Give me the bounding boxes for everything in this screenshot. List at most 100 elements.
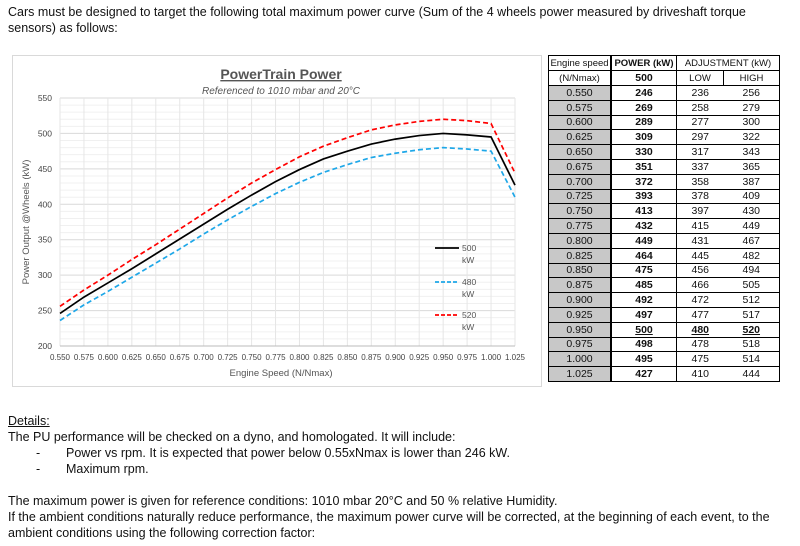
high-cell: 467	[723, 233, 780, 249]
x-tick-label: 0.950	[433, 353, 454, 362]
high-cell: 322	[723, 129, 780, 146]
speed-cell: 0.875	[548, 277, 612, 294]
table-row: 0.675 351 337 365	[548, 159, 780, 175]
power-cell: 351	[611, 159, 677, 175]
y-tick-label: 450	[38, 164, 52, 174]
table-row: 0.900 492 472 512	[548, 292, 780, 308]
speed-cell: 0.625	[548, 129, 612, 146]
speed-cell: 1.000	[548, 351, 612, 368]
table-row: 0.600 289 277 300	[548, 115, 780, 131]
high-cell: 514	[723, 351, 780, 368]
power-cell: 372	[611, 174, 677, 190]
header-high: HIGH	[723, 70, 780, 86]
list-item: Power vs rpm. It is expected that power …	[36, 445, 793, 461]
speed-cell: 0.575	[548, 100, 612, 116]
high-cell: 449	[723, 218, 780, 234]
header-speed: Engine speed	[548, 55, 612, 71]
speed-cell: 0.950	[548, 322, 612, 338]
list-item: Maximum rpm.	[36, 461, 793, 477]
power-chart: 0.550 0.575 0.600 0.625 0.650 0.675 0.700 0.725…	[12, 55, 542, 387]
power-cell: 464	[611, 248, 677, 264]
speed-cell: 0.825	[548, 248, 612, 264]
low-cell: 415	[676, 218, 724, 234]
speed-cell: 0.675	[548, 159, 612, 175]
low-cell: 258	[676, 100, 724, 116]
header-speed-unit: (N/Nmax)	[548, 70, 612, 86]
power-cell: 432	[611, 218, 677, 234]
details-line: The PU performance will be checked on a …	[8, 430, 456, 444]
y-tick-label: 200	[38, 341, 52, 351]
high-cell: 505	[723, 277, 780, 294]
high-cell: 512	[723, 292, 780, 308]
y-tick-label: 550	[38, 93, 52, 103]
table-row: 0.725 393 378 409	[548, 189, 780, 205]
high-cell: 444	[723, 366, 780, 382]
y-tick-label: 500	[38, 128, 52, 138]
x-tick-label: 0.675	[170, 353, 191, 362]
power-cell: 246	[611, 85, 677, 101]
details-section: Details: The PU performance will be chec…	[8, 413, 793, 541]
power-cell: 495	[611, 351, 677, 368]
power-cell: 497	[611, 307, 677, 323]
power-cell: 427	[611, 366, 677, 382]
series-line-480-kw	[59, 146, 516, 322]
x-tick-label: 0.700	[194, 353, 215, 362]
table-row: 0.775 432 415 449	[548, 218, 780, 234]
high-cell: 520	[723, 322, 780, 338]
table-row: 0.825 464 445 482	[548, 248, 780, 264]
y-tick-label: 300	[38, 270, 52, 280]
speed-cell: 0.975	[548, 337, 612, 353]
y-tick-label: 400	[38, 199, 52, 209]
speed-cell: 0.775	[548, 218, 612, 234]
high-cell: 518	[723, 337, 780, 353]
series-line-520-kw	[59, 118, 516, 308]
x-tick-label: 0.975	[457, 353, 478, 362]
high-cell: 430	[723, 203, 780, 220]
x-tick-label: 0.925	[409, 353, 430, 362]
table-row: 0.550 246 236 256	[548, 85, 780, 101]
speed-cell: 0.600	[548, 115, 612, 131]
low-cell: 445	[676, 248, 724, 264]
table-row: 0.850 475 456 494	[548, 263, 780, 279]
low-cell: 277	[676, 115, 724, 131]
speed-cell: 1.025	[548, 366, 612, 382]
x-tick-label: 0.850	[337, 353, 358, 362]
high-cell: 494	[723, 263, 780, 279]
y-tick-label: 250	[38, 306, 52, 316]
power-cell: 492	[611, 292, 677, 308]
table-row: 1.025 427 410 444	[548, 366, 780, 382]
low-cell: 337	[676, 159, 724, 175]
x-tick-label: 0.825	[313, 353, 334, 362]
x-tick-label: 0.550	[50, 353, 71, 362]
speed-cell: 0.925	[548, 307, 612, 323]
y-tick-label: 350	[38, 235, 52, 245]
x-tick-label: 1.000	[481, 353, 502, 362]
power-cell: 269	[611, 100, 677, 116]
header-low: LOW	[676, 70, 724, 86]
high-cell: 482	[723, 248, 780, 264]
speed-cell: 0.700	[548, 174, 612, 190]
power-cell: 485	[611, 277, 677, 294]
series-line-500-kw	[59, 132, 516, 315]
low-cell: 397	[676, 203, 724, 220]
low-cell: 431	[676, 233, 724, 249]
header-adjustment: ADJUSTMENT (kW)	[676, 55, 780, 71]
high-cell: 256	[723, 85, 780, 101]
table-row: 0.975 498 478 518	[548, 337, 780, 353]
power-cell: 413	[611, 203, 677, 220]
low-cell: 477	[676, 307, 724, 323]
table-row: 1.000 495 475 514	[548, 351, 780, 368]
low-cell: 358	[676, 174, 724, 190]
high-cell: 343	[723, 144, 780, 160]
low-cell: 472	[676, 292, 724, 308]
speed-cell: 0.750	[548, 203, 612, 220]
x-tick-label: 0.575	[74, 353, 95, 362]
speed-cell: 0.725	[548, 189, 612, 205]
high-cell: 279	[723, 100, 780, 116]
power-cell: 393	[611, 189, 677, 205]
table-row: 0.950 500 480 520	[548, 322, 780, 338]
low-cell: 480	[676, 322, 724, 338]
legend-label: 480	[462, 277, 476, 287]
low-cell: 478	[676, 337, 724, 353]
chart-subtitle: Referenced to 1010 mbar and 20°C	[202, 86, 361, 97]
